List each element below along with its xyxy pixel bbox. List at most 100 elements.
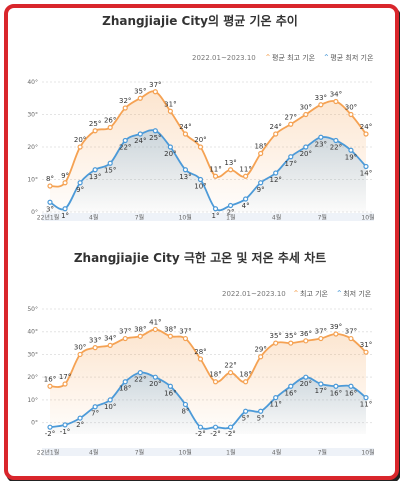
data-point[interactable] bbox=[107, 397, 113, 403]
data-point[interactable] bbox=[182, 167, 189, 173]
data-point[interactable] bbox=[137, 95, 143, 101]
data-point[interactable] bbox=[47, 199, 53, 205]
data-point[interactable] bbox=[197, 356, 204, 362]
data-label: 41° bbox=[149, 318, 161, 326]
data-point[interactable] bbox=[182, 335, 189, 342]
x-tick-label: 4월 bbox=[89, 214, 98, 222]
data-point[interactable] bbox=[303, 144, 309, 150]
data-point[interactable] bbox=[77, 415, 83, 421]
data-point[interactable] bbox=[333, 383, 339, 389]
data-point[interactable] bbox=[318, 134, 324, 140]
data-point[interactable] bbox=[288, 383, 294, 389]
data-point[interactable] bbox=[243, 173, 249, 179]
data-point[interactable] bbox=[212, 424, 219, 430]
data-point[interactable] bbox=[363, 163, 369, 170]
data-label: 16° bbox=[44, 375, 56, 383]
data-label: 4° bbox=[242, 202, 250, 210]
data-point[interactable] bbox=[47, 383, 53, 389]
data-point[interactable] bbox=[333, 331, 339, 337]
data-point[interactable] bbox=[167, 333, 173, 339]
data-point[interactable] bbox=[152, 326, 158, 333]
data-point[interactable] bbox=[227, 202, 234, 209]
data-point[interactable] bbox=[288, 340, 294, 346]
data-point[interactable] bbox=[318, 102, 324, 108]
data-point[interactable] bbox=[273, 131, 279, 137]
data-point[interactable] bbox=[258, 150, 264, 157]
data-point[interactable] bbox=[62, 180, 68, 186]
data-point[interactable] bbox=[227, 167, 234, 173]
avg-temp-chart: 0° 10° 20° 30° 40° 22년1월 4월 7월 10월 1월 4월 7월 10월 8° 9° 2… bbox=[27, 79, 374, 222]
x-tick-label: 10월 bbox=[361, 449, 374, 457]
data-point[interactable] bbox=[107, 342, 113, 348]
data-point[interactable] bbox=[212, 173, 219, 179]
data-point[interactable] bbox=[303, 374, 309, 380]
data-point[interactable] bbox=[167, 108, 173, 114]
data-point[interactable] bbox=[333, 98, 339, 105]
data-point[interactable] bbox=[303, 338, 309, 344]
data-point[interactable] bbox=[47, 424, 53, 430]
data-point[interactable] bbox=[62, 422, 68, 428]
data-point[interactable] bbox=[318, 335, 324, 342]
data-point[interactable] bbox=[137, 370, 143, 376]
data-point[interactable] bbox=[107, 160, 113, 166]
data-point[interactable] bbox=[303, 111, 309, 118]
chart-period: 2022.01~2023.10 bbox=[222, 290, 286, 298]
data-point[interactable] bbox=[288, 154, 294, 160]
data-point[interactable] bbox=[258, 408, 264, 414]
data-point[interactable] bbox=[197, 424, 204, 430]
data-point[interactable] bbox=[167, 383, 173, 389]
data-point[interactable] bbox=[122, 137, 128, 144]
data-point[interactable] bbox=[77, 180, 83, 186]
data-point[interactable] bbox=[363, 395, 369, 401]
data-label: 24° bbox=[360, 123, 372, 131]
data-point[interactable] bbox=[273, 170, 279, 176]
data-point[interactable] bbox=[107, 124, 113, 131]
data-point[interactable] bbox=[92, 404, 98, 410]
data-point[interactable] bbox=[348, 383, 354, 389]
data-point[interactable] bbox=[62, 381, 68, 387]
data-point[interactable] bbox=[167, 144, 173, 150]
data-point[interactable] bbox=[137, 131, 143, 137]
data-point[interactable] bbox=[348, 335, 354, 342]
chart-title: Zhangjiajie City 극한 고온 및 저온 추세 차트 bbox=[73, 251, 327, 265]
data-point[interactable] bbox=[348, 147, 354, 153]
data-point[interactable] bbox=[363, 131, 369, 137]
data-point[interactable] bbox=[122, 105, 128, 111]
data-point[interactable] bbox=[227, 424, 234, 430]
data-point[interactable] bbox=[92, 128, 98, 134]
data-point[interactable] bbox=[243, 408, 249, 414]
data-label: 16° bbox=[330, 389, 342, 397]
data-label: 18° bbox=[209, 371, 221, 379]
data-point[interactable] bbox=[92, 167, 98, 173]
data-point[interactable] bbox=[182, 131, 189, 137]
data-point[interactable] bbox=[212, 206, 219, 212]
data-point[interactable] bbox=[197, 144, 204, 150]
data-point[interactable] bbox=[182, 401, 189, 408]
data-point[interactable] bbox=[122, 335, 128, 342]
data-point[interactable] bbox=[333, 137, 339, 144]
data-point[interactable] bbox=[77, 351, 83, 358]
data-point[interactable] bbox=[62, 206, 68, 212]
data-point[interactable] bbox=[348, 111, 354, 118]
data-point[interactable] bbox=[273, 395, 279, 401]
data-point[interactable] bbox=[137, 333, 143, 339]
data-point[interactable] bbox=[258, 354, 264, 360]
data-point[interactable] bbox=[197, 176, 204, 183]
data-point[interactable] bbox=[122, 379, 128, 385]
data-point[interactable] bbox=[288, 121, 294, 127]
data-point[interactable] bbox=[258, 180, 264, 186]
data-point[interactable] bbox=[363, 349, 369, 355]
data-label: 17° bbox=[315, 387, 327, 395]
data-point[interactable] bbox=[152, 89, 158, 95]
data-point[interactable] bbox=[47, 183, 53, 189]
data-point[interactable] bbox=[273, 340, 279, 346]
data-point[interactable] bbox=[318, 381, 324, 387]
data-point[interactable] bbox=[152, 128, 158, 134]
data-point[interactable] bbox=[243, 379, 249, 385]
data-point[interactable] bbox=[92, 345, 98, 351]
data-point[interactable] bbox=[227, 370, 234, 376]
data-point[interactable] bbox=[77, 144, 83, 150]
data-point[interactable] bbox=[243, 196, 249, 202]
data-point[interactable] bbox=[212, 379, 219, 385]
data-point[interactable] bbox=[152, 374, 158, 380]
